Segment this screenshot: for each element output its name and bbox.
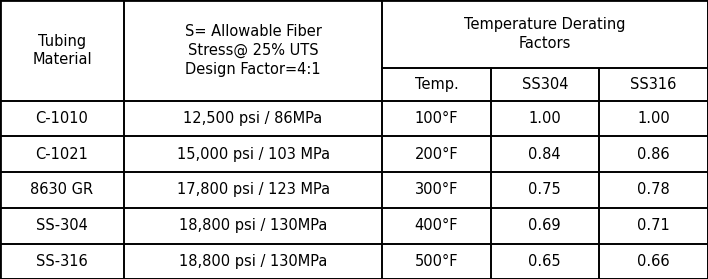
Text: Tubing
Material: Tubing Material bbox=[32, 33, 92, 67]
Text: 300°F: 300°F bbox=[415, 182, 458, 198]
Text: Temperature Derating
Factors: Temperature Derating Factors bbox=[464, 17, 626, 51]
Text: 0.84: 0.84 bbox=[528, 147, 561, 162]
Text: 200°F: 200°F bbox=[415, 147, 458, 162]
Text: 1.00: 1.00 bbox=[528, 111, 561, 126]
Text: 400°F: 400°F bbox=[415, 218, 458, 233]
Text: S= Allowable Fiber
Stress@ 25% UTS
Design Factor=4:1: S= Allowable Fiber Stress@ 25% UTS Desig… bbox=[185, 24, 321, 76]
Text: 12,500 psi / 86MPa: 12,500 psi / 86MPa bbox=[183, 111, 323, 126]
Text: SS-304: SS-304 bbox=[36, 218, 88, 233]
Text: 0.71: 0.71 bbox=[637, 218, 670, 233]
Text: C-1010: C-1010 bbox=[35, 111, 88, 126]
Text: 100°F: 100°F bbox=[415, 111, 458, 126]
Text: 18,800 psi / 130MPa: 18,800 psi / 130MPa bbox=[179, 254, 327, 269]
Text: 0.78: 0.78 bbox=[637, 182, 670, 198]
Text: SS316: SS316 bbox=[630, 77, 677, 92]
Text: 0.86: 0.86 bbox=[637, 147, 670, 162]
Text: 18,800 psi / 130MPa: 18,800 psi / 130MPa bbox=[179, 218, 327, 233]
Text: 1.00: 1.00 bbox=[637, 111, 670, 126]
Text: Temp.: Temp. bbox=[415, 77, 458, 92]
Text: 0.65: 0.65 bbox=[528, 254, 561, 269]
Text: 15,000 psi / 103 MPa: 15,000 psi / 103 MPa bbox=[176, 147, 330, 162]
Text: 0.69: 0.69 bbox=[528, 218, 561, 233]
Text: SS-316: SS-316 bbox=[36, 254, 88, 269]
Text: C-1021: C-1021 bbox=[35, 147, 88, 162]
Text: 0.66: 0.66 bbox=[637, 254, 670, 269]
Text: 8630 GR: 8630 GR bbox=[30, 182, 93, 198]
Text: 0.75: 0.75 bbox=[528, 182, 561, 198]
Text: SS304: SS304 bbox=[522, 77, 568, 92]
Text: 500°F: 500°F bbox=[415, 254, 458, 269]
Text: 17,800 psi / 123 MPa: 17,800 psi / 123 MPa bbox=[176, 182, 330, 198]
